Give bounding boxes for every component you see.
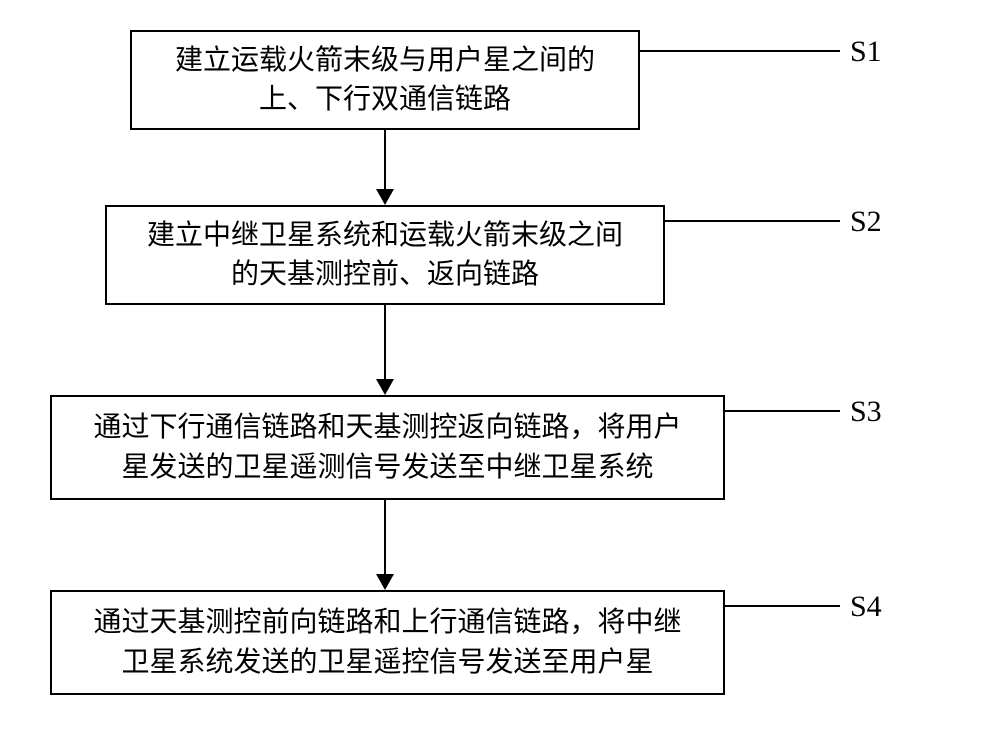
label-connector-s3 [725,410,840,412]
box4-line2: 卫星系统发送的卫星遥控信号发送至用户星 [121,647,653,678]
box1-line1: 建立运载火箭末级与用户星之间的 [175,45,595,76]
box2-line2: 的天基测控前、返向链路 [231,259,539,290]
arrow-head-3 [376,574,394,590]
arrow-line-3 [384,500,386,574]
arrow-line-1 [384,130,386,189]
step-label-s3: S3 [850,395,882,429]
arrow-line-2 [384,305,386,379]
box-text: 通过天基测控前向链路和上行通信链路，将中继 卫星系统发送的卫星遥控信号发送至用户… [93,603,681,681]
flowchart-box-s2: 建立中继卫星系统和运载火箭末级之间 的天基测控前、返向链路 [105,205,665,305]
box3-line1: 通过下行通信链路和天基测控返向链路，将用户 [93,412,681,443]
box3-line2: 星发送的卫星遥测信号发送至中继卫星系统 [121,452,653,483]
arrow-head-1 [376,189,394,205]
step-label-s2: S2 [850,205,882,239]
flowchart-box-s1: 建立运载火箭末级与用户星之间的 上、下行双通信链路 [130,30,640,130]
label-connector-s2 [665,220,840,222]
flowchart-container: 建立运载火箭末级与用户星之间的 上、下行双通信链路 S1 建立中继卫星系统和运载… [0,0,1000,735]
box1-line2: 上、下行双通信链路 [259,84,511,115]
box-text: 通过下行通信链路和天基测控返向链路，将用户 星发送的卫星遥测信号发送至中继卫星系… [93,408,681,486]
step-label-s1: S1 [850,35,882,69]
box2-line1: 建立中继卫星系统和运载火箭末级之间 [147,220,623,251]
step-label-s4: S4 [850,590,882,624]
box-text: 建立中继卫星系统和运载火箭末级之间 的天基测控前、返向链路 [147,216,623,294]
flowchart-box-s3: 通过下行通信链路和天基测控返向链路，将用户 星发送的卫星遥测信号发送至中继卫星系… [50,395,725,500]
box-text: 建立运载火箭末级与用户星之间的 上、下行双通信链路 [175,41,595,119]
label-connector-s1 [640,50,840,52]
label-connector-s4 [725,605,840,607]
arrow-head-2 [376,379,394,395]
box4-line1: 通过天基测控前向链路和上行通信链路，将中继 [93,607,681,638]
flowchart-box-s4: 通过天基测控前向链路和上行通信链路，将中继 卫星系统发送的卫星遥控信号发送至用户… [50,590,725,695]
